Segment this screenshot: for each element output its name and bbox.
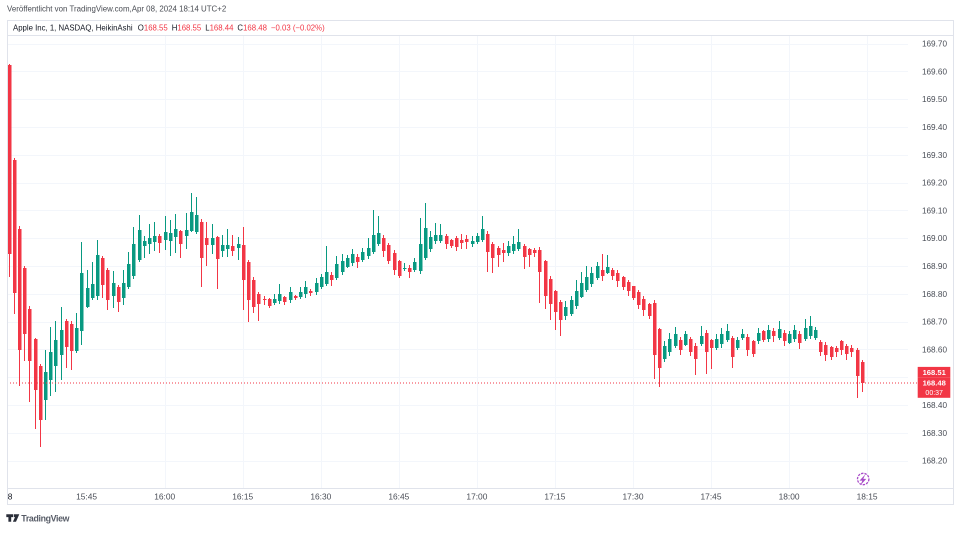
- svg-text:168.90: 168.90: [922, 262, 947, 271]
- svg-text:17:00: 17:00: [466, 492, 487, 502]
- svg-text:17:45: 17:45: [701, 492, 722, 502]
- svg-text:169.70: 169.70: [922, 40, 947, 49]
- svg-text:168.20: 168.20: [922, 457, 947, 466]
- svg-text:169.40: 169.40: [922, 123, 947, 132]
- svg-text:Veröffentlicht von TradingView: Veröffentlicht von TradingView.com,Apr 0…: [7, 5, 226, 14]
- svg-text:168.60: 168.60: [922, 345, 947, 354]
- svg-text:169.00: 169.00: [922, 234, 947, 243]
- svg-text:00:37: 00:37: [925, 390, 943, 397]
- svg-text:168.70: 168.70: [922, 318, 947, 327]
- svg-text:169.30: 169.30: [922, 151, 947, 160]
- svg-text:18:00: 18:00: [779, 492, 800, 502]
- svg-text:8: 8: [8, 492, 13, 502]
- svg-text:168.40: 168.40: [922, 401, 947, 410]
- svg-text:17:15: 17:15: [544, 492, 565, 502]
- svg-text:17:30: 17:30: [623, 492, 644, 502]
- svg-text:168.80: 168.80: [922, 290, 947, 299]
- svg-text:169.50: 169.50: [922, 95, 947, 104]
- svg-text:TradingView: TradingView: [21, 513, 69, 523]
- svg-text:168.48: 168.48: [923, 379, 946, 388]
- svg-text:169.60: 169.60: [922, 67, 947, 76]
- svg-text:169.10: 169.10: [922, 206, 947, 215]
- svg-text:16:30: 16:30: [310, 492, 331, 502]
- svg-text:18:15: 18:15: [857, 492, 878, 502]
- svg-text:16:00: 16:00: [154, 492, 175, 502]
- svg-text:169.20: 169.20: [922, 179, 947, 188]
- svg-text:168.51: 168.51: [923, 368, 947, 377]
- svg-text:168.30: 168.30: [922, 429, 947, 438]
- svg-text:16:15: 16:15: [232, 492, 253, 502]
- svg-text:16:45: 16:45: [388, 492, 409, 502]
- svg-text:15:45: 15:45: [76, 492, 97, 502]
